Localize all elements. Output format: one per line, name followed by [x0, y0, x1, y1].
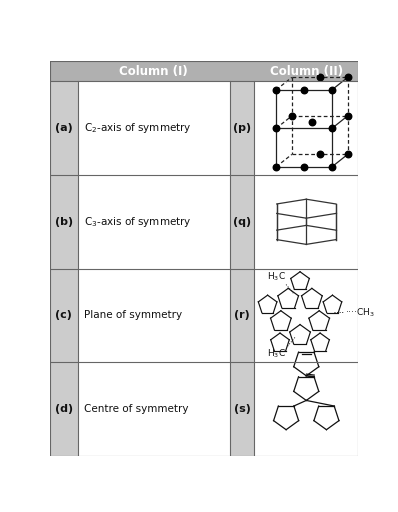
Point	[273, 124, 279, 132]
Text: (p): (p)	[233, 123, 251, 133]
Point	[344, 151, 351, 159]
Text: (c): (c)	[55, 310, 72, 321]
Point	[309, 118, 315, 126]
Text: Plane of symmetry: Plane of symmetry	[84, 310, 182, 321]
Bar	[230, 175, 254, 269]
Point	[329, 86, 335, 94]
Point	[316, 151, 323, 159]
Point	[329, 124, 335, 132]
Bar	[50, 61, 358, 81]
Text: (b): (b)	[55, 217, 73, 227]
Text: (r): (r)	[234, 310, 250, 321]
Bar	[50, 362, 78, 456]
Point	[329, 163, 335, 171]
Bar	[230, 269, 254, 362]
Text: (s): (s)	[234, 404, 250, 414]
Text: C$_3$-axis of symmetry: C$_3$-axis of symmetry	[84, 215, 191, 229]
Text: (a): (a)	[55, 123, 72, 133]
Bar	[50, 175, 78, 269]
Bar	[230, 362, 254, 456]
Text: H$_3$C: H$_3$C	[267, 348, 286, 360]
Text: Column (II): Column (II)	[270, 65, 343, 78]
Bar	[230, 81, 254, 175]
Point	[316, 73, 323, 81]
Text: C$_2$-axis of symmetry: C$_2$-axis of symmetry	[84, 121, 191, 135]
Point	[344, 73, 351, 81]
Bar	[50, 269, 78, 362]
Text: (q): (q)	[233, 217, 251, 227]
Point	[289, 112, 295, 120]
Text: H$_3$C: H$_3$C	[267, 270, 286, 283]
Point	[301, 163, 307, 171]
Point	[301, 86, 307, 94]
Text: (d): (d)	[55, 404, 73, 414]
Point	[344, 112, 351, 120]
Point	[273, 163, 279, 171]
Point	[273, 86, 279, 94]
Text: Column (I): Column (I)	[119, 65, 188, 78]
Bar	[50, 81, 78, 175]
Text: Centre of symmetry: Centre of symmetry	[84, 404, 188, 414]
Text: ····CH$_3$: ····CH$_3$	[345, 306, 375, 318]
